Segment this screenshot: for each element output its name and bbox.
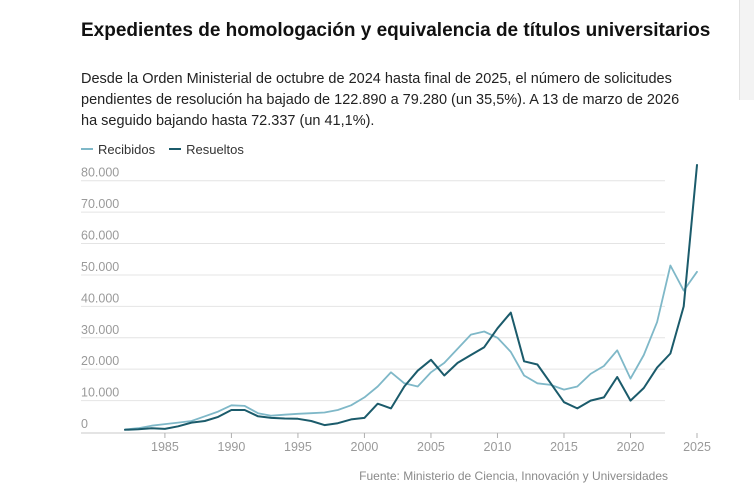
y-tick-label: 60.000 <box>81 229 119 243</box>
x-tick-label: 1990 <box>218 440 246 454</box>
x-tick-label: 2010 <box>484 440 512 454</box>
x-tick-label: 2000 <box>351 440 379 454</box>
window-edge <box>739 0 754 100</box>
legend-item-recibidos: Recibidos <box>81 142 155 157</box>
legend-swatch-recibidos <box>81 148 93 150</box>
x-tick-label: 2005 <box>417 440 445 454</box>
legend: Recibidos Resueltos <box>81 140 244 158</box>
x-tick-label: 2020 <box>617 440 645 454</box>
legend-label-recibidos: Recibidos <box>98 141 156 157</box>
y-tick-label: 50.000 <box>81 260 119 274</box>
y-tick-label: 80.000 <box>81 166 119 180</box>
legend-swatch-resueltos <box>169 148 182 150</box>
y-tick-label: 30.000 <box>81 323 119 337</box>
legend-label-resueltos: Resueltos <box>186 141 244 157</box>
y-tick-label: 20.000 <box>81 354 119 368</box>
series-line-resueltos <box>124 164 698 431</box>
series-line-recibidos <box>124 264 698 431</box>
y-tick-label: 70.000 <box>81 197 119 211</box>
chart-title: Expedientes de homologación y equivalenc… <box>81 20 711 41</box>
y-tick-label: 10.000 <box>81 386 119 400</box>
legend-item-resueltos: Resueltos <box>169 142 244 157</box>
chart-subtitle: Desde la Orden Ministerial de octubre de… <box>81 71 680 129</box>
x-tick-label: 2015 <box>550 440 578 454</box>
x-tick-label: 1995 <box>284 440 312 454</box>
source-note: Fuente: Ministerio de Ciencia, Innovació… <box>359 469 668 483</box>
x-tick-label: 1985 <box>151 440 179 454</box>
y-tick-label: 40.000 <box>81 291 119 305</box>
y-tick-label: 0 <box>81 417 88 431</box>
x-tick-label: 2025 <box>683 440 711 454</box>
